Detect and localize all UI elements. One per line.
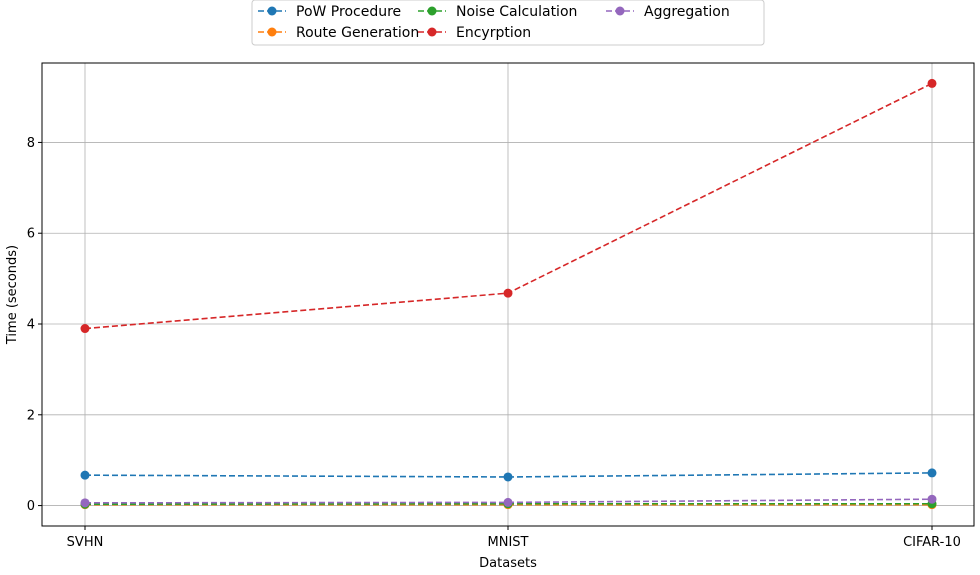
legend-label: Encyrption bbox=[456, 25, 531, 41]
legend-box bbox=[251, 0, 765, 46]
x-tick-label: SVHN bbox=[67, 535, 104, 550]
legend-item: PoW Procedure bbox=[258, 4, 401, 20]
legend-swatch-marker bbox=[615, 6, 625, 16]
y-tick-label: 4 bbox=[27, 318, 35, 333]
legend-item: Encyrption bbox=[418, 25, 531, 41]
data-point bbox=[503, 472, 513, 482]
grid-lines bbox=[42, 63, 974, 526]
data-point bbox=[927, 468, 937, 478]
data-point bbox=[927, 78, 937, 88]
data-point bbox=[80, 470, 90, 480]
y-axis-label: Time (seconds) bbox=[5, 245, 20, 345]
x-axis-label: Datasets bbox=[479, 556, 537, 571]
series-layer bbox=[80, 78, 937, 510]
data-point bbox=[927, 494, 937, 504]
legend-swatch-marker bbox=[427, 6, 437, 16]
data-point bbox=[80, 324, 90, 334]
series bbox=[80, 78, 937, 334]
y-tick-label: 8 bbox=[27, 136, 35, 151]
y-tick-label: 0 bbox=[27, 499, 35, 514]
legend-label: Route Generation bbox=[296, 25, 419, 41]
legend-label: Aggregation bbox=[644, 4, 730, 20]
y-tick-label: 6 bbox=[27, 227, 35, 242]
legend-label: Noise Calculation bbox=[456, 4, 577, 20]
y-axis: 0 2 4 6 8 bbox=[27, 136, 42, 514]
series bbox=[80, 468, 937, 482]
x-tick-label: MNIST bbox=[488, 535, 529, 550]
data-point bbox=[80, 498, 90, 508]
data-point bbox=[503, 288, 513, 298]
legend: PoW Procedure Route Generation Noise Calcu… bbox=[251, 0, 765, 46]
legend-swatch-marker bbox=[267, 27, 277, 37]
x-tick-label: CIFAR-10 bbox=[903, 535, 961, 550]
legend-swatch-marker bbox=[427, 27, 437, 37]
series bbox=[80, 494, 937, 508]
legend-swatch-marker bbox=[267, 6, 277, 16]
legend-item: Aggregation bbox=[606, 4, 730, 20]
legend-label: PoW Procedure bbox=[296, 4, 401, 20]
legend-item: Noise Calculation bbox=[418, 4, 577, 20]
data-point bbox=[503, 497, 513, 507]
legend-item: Route Generation bbox=[258, 25, 419, 41]
y-tick-label: 2 bbox=[27, 408, 35, 423]
x-axis: SVHN MNIST CIFAR-10 bbox=[67, 526, 961, 550]
